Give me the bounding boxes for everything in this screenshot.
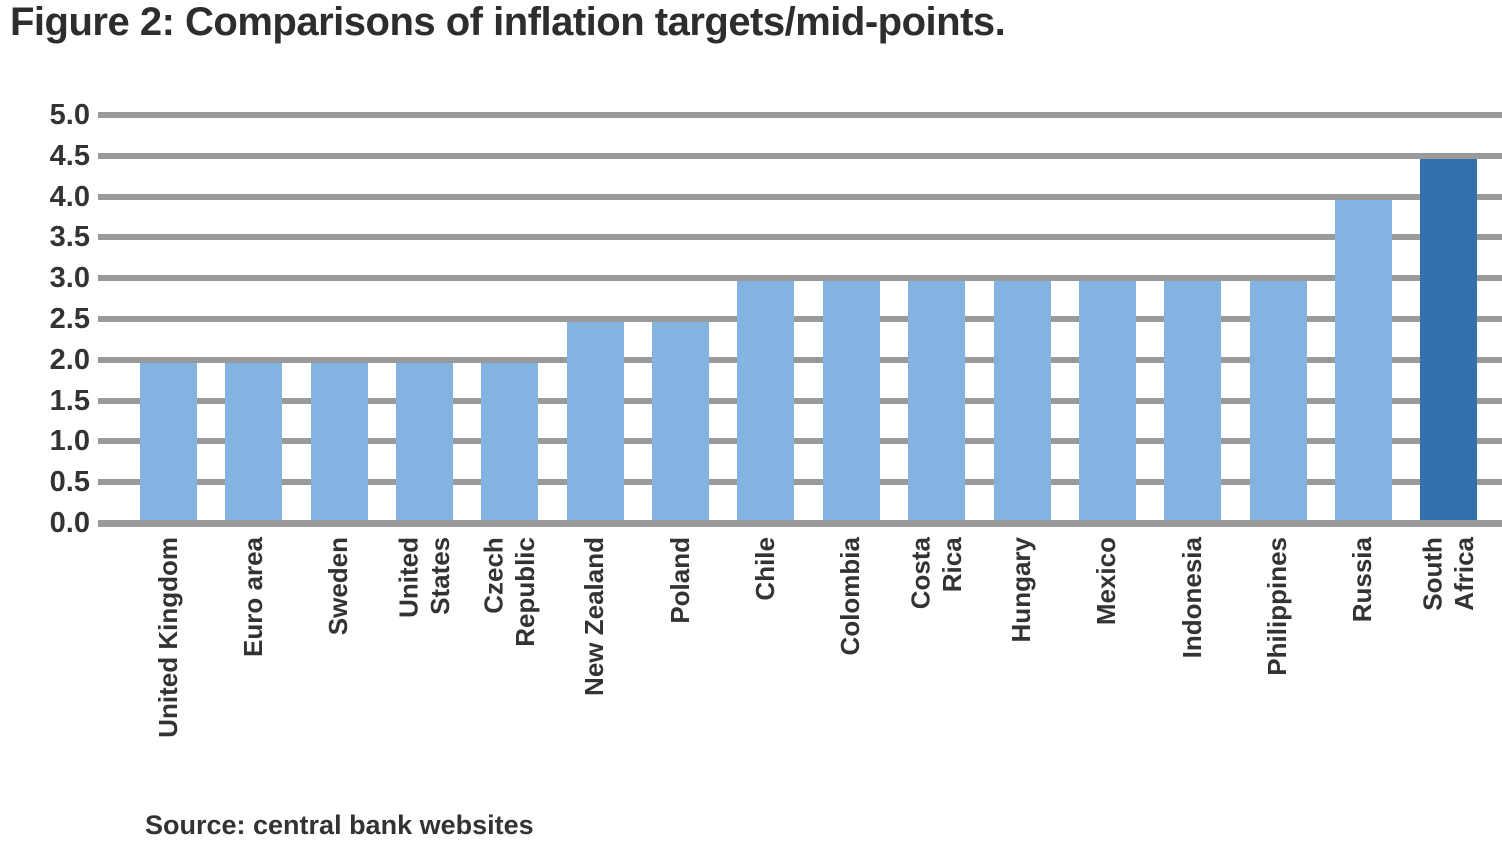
- gridline: [98, 356, 1502, 363]
- bar: [1164, 281, 1222, 520]
- gridline: [98, 193, 1502, 200]
- bar: [1334, 199, 1392, 520]
- x-axis-category-label: Colombia: [835, 537, 866, 656]
- bar: [566, 322, 624, 520]
- y-axis-tick-label: 1.0: [49, 425, 90, 458]
- y-axis-tick-label: 3.5: [49, 221, 90, 254]
- x-axis-category-label: United Kingdom: [152, 537, 183, 738]
- y-axis-tick-label: 4.0: [49, 180, 90, 213]
- gridline: [98, 275, 1502, 282]
- x-axis-category-label: Euro area: [237, 537, 268, 657]
- gridline: [98, 112, 1502, 118]
- bar: [737, 281, 795, 520]
- source-note: Source: central bank websites: [145, 810, 534, 840]
- x-axis-category-label: United States: [392, 537, 455, 618]
- bar: [1078, 281, 1136, 520]
- bar: [310, 362, 368, 520]
- y-axis-tick-label: 0.0: [49, 507, 90, 539]
- bar: [140, 362, 197, 520]
- gridline: [98, 479, 1502, 486]
- y-axis-tick-label: 1.5: [49, 384, 90, 417]
- bar: [481, 362, 539, 520]
- gridline: [98, 316, 1502, 322]
- gridline: [98, 397, 1502, 404]
- x-axis-category-label: Czech Republic: [478, 537, 540, 647]
- y-axis-tick-label: 3.0: [49, 262, 90, 295]
- y-axis-tick-label: 2.0: [49, 343, 90, 376]
- x-axis-category-label: Philippines: [1262, 537, 1293, 676]
- x-axis-category-label: Indonesia: [1176, 537, 1207, 659]
- chart-title: Figure 2: Comparisons of inflation targe…: [10, 0, 1006, 44]
- x-axis-category-label: Chile: [750, 537, 781, 601]
- bar: [652, 322, 710, 520]
- x-axis-line: [98, 520, 1502, 527]
- gridline: [98, 438, 1502, 445]
- y-axis-tick-label: 2.5: [49, 303, 90, 335]
- bar: [908, 281, 966, 520]
- gridline: [98, 234, 1502, 241]
- y-axis-tick-label: 0.5: [49, 466, 90, 499]
- x-axis-category-label: Mexico: [1091, 537, 1122, 626]
- x-axis-category-label: Poland: [664, 537, 695, 624]
- x-axis-category-label: Sweden: [323, 537, 354, 636]
- bar: [225, 362, 283, 520]
- bar: [822, 281, 880, 520]
- x-axis-category-label: South Africa: [1417, 537, 1479, 611]
- bar: [993, 281, 1051, 520]
- bar: [396, 362, 454, 520]
- x-axis-category-label: New Zealand: [579, 537, 610, 696]
- x-axis-category-label: Costa Rica: [904, 537, 967, 610]
- bar-highlighted: [1420, 158, 1478, 520]
- gridline: [98, 152, 1502, 159]
- y-axis-tick-label: 4.5: [49, 139, 90, 172]
- x-axis-category-label: Hungary: [1006, 537, 1037, 643]
- x-axis-category-label: Russia: [1347, 537, 1378, 623]
- bar: [1249, 281, 1307, 520]
- y-axis-tick-label: 5.0: [49, 99, 90, 131]
